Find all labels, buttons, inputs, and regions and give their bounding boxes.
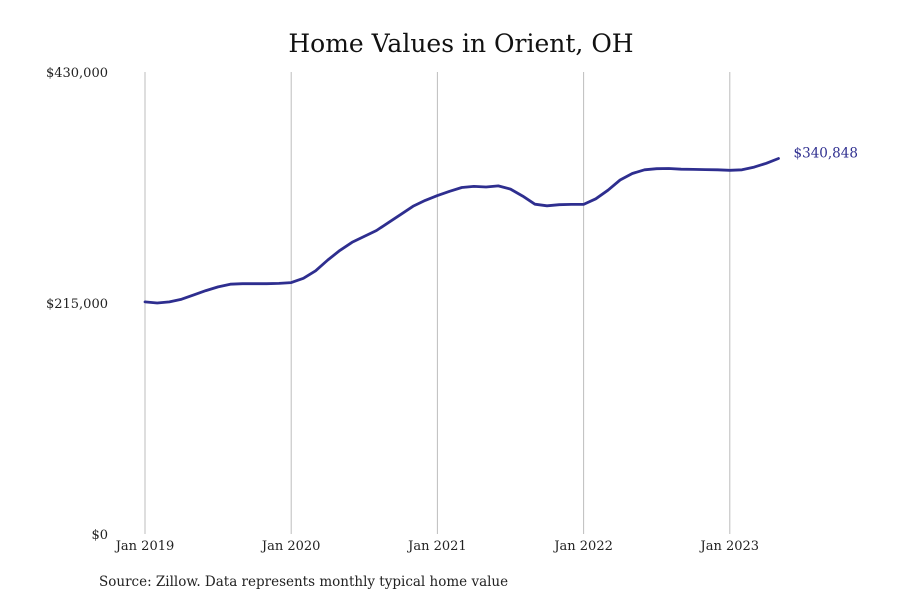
- x-tick-label: Jan 2022: [552, 539, 613, 554]
- y-tick-label: $215,000: [46, 297, 108, 312]
- x-tick-label: Jan 2020: [260, 539, 321, 554]
- y-tick-label: $430,000: [46, 66, 108, 81]
- y-tick-label: $0: [91, 528, 108, 543]
- series-line-home-value: [143, 157, 780, 305]
- x-tick-label: Jan 2021: [406, 539, 467, 554]
- last-value-label: $340,848: [794, 145, 858, 161]
- x-tick-label: Jan 2019: [114, 539, 175, 554]
- x-tick-label: Jan 2023: [699, 539, 760, 554]
- x-axis-ticks: Jan 2019 Jan 2020 Jan 2021 Jan 2022 Jan 2023: [114, 539, 759, 554]
- source-note: Source: Zillow. Data represents monthly …: [99, 574, 508, 590]
- y-axis-ticks: $0 $215,000 $430,000: [46, 66, 108, 543]
- gridlines: [144, 72, 731, 534]
- chart-title: Home Values in Orient, OH: [288, 29, 633, 58]
